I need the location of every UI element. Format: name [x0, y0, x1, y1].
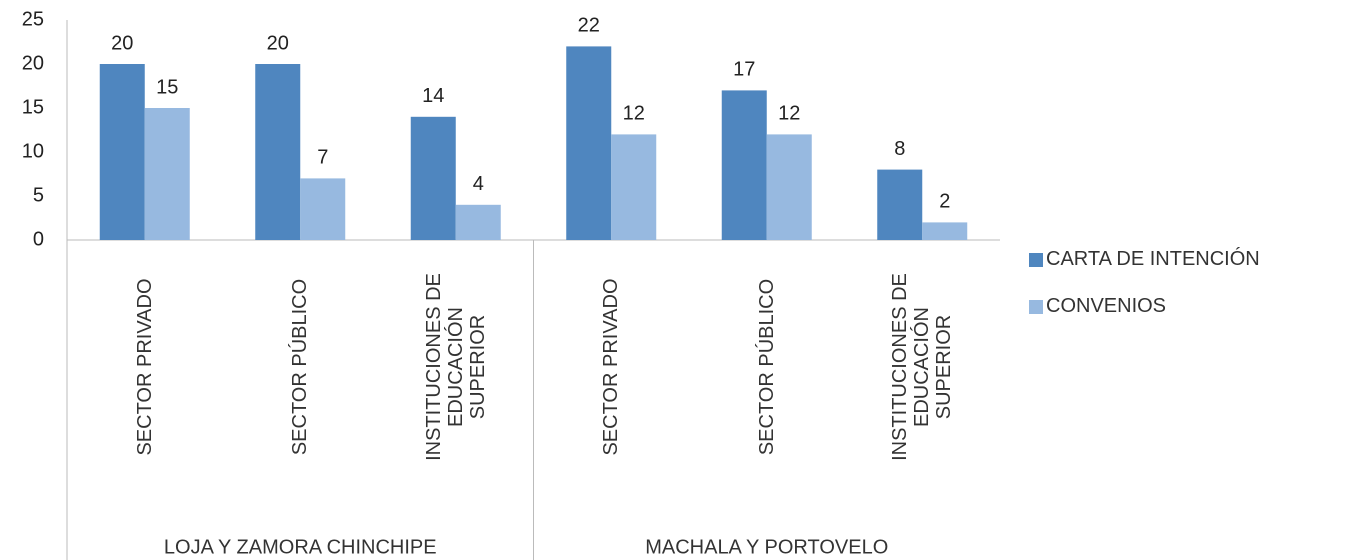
bar	[767, 134, 812, 240]
group-label: LOJA Y ZAMORA CHINCHIPE	[164, 537, 437, 560]
bar	[100, 64, 145, 240]
bar	[922, 222, 967, 240]
bar	[456, 205, 501, 240]
y-tick-label: 25	[22, 8, 44, 30]
group-label: MACHALA Y PORTOVELO	[645, 537, 888, 560]
bar	[300, 178, 345, 240]
bar	[411, 117, 456, 240]
legend-label: CARTA DE INTENCIÓN	[1046, 248, 1260, 271]
value-label: 4	[473, 173, 484, 195]
value-label: 7	[317, 147, 328, 169]
y-tick-label: 5	[33, 184, 44, 206]
bar	[877, 170, 922, 240]
x-tick-label: SECTOR PRIVADO	[134, 260, 156, 475]
x-tick-label: INSTITUCIONES DE EDUCACIÓN SUPERIOR	[423, 260, 489, 475]
value-label: 14	[422, 85, 444, 107]
value-label: 17	[733, 59, 755, 81]
chart: 0 5 10 15 20 25 20 15 20 7 14 4 22 12 17 12 8 2 LOJA Y ZA…	[0, 0, 1359, 560]
bar	[145, 108, 190, 240]
plot: 0 5 10 15 20 25 20 15 20 7 14 4 22 12 17 12 8 2	[0, 0, 1359, 560]
value-label: 12	[778, 103, 800, 125]
legend-label: CONVENIOS	[1046, 295, 1166, 318]
bar	[611, 134, 656, 240]
bar	[566, 46, 611, 240]
value-label: 20	[267, 32, 289, 54]
value-label: 22	[578, 15, 600, 37]
x-tick-label: SECTOR PÚBLICO	[756, 260, 778, 475]
legend-swatch	[1029, 253, 1043, 267]
value-label: 8	[894, 138, 905, 160]
value-label: 12	[623, 103, 645, 125]
value-label: 2	[939, 191, 950, 213]
value-label: 20	[111, 32, 133, 54]
y-tick-label: 0	[33, 228, 44, 250]
y-tick-label: 20	[22, 52, 44, 74]
x-tick-label: SECTOR PRIVADO	[600, 260, 622, 475]
y-tick-label: 15	[22, 96, 44, 118]
value-label: 15	[156, 76, 178, 98]
bar	[255, 64, 300, 240]
bar	[722, 90, 767, 240]
legend-swatch	[1029, 300, 1043, 314]
x-tick-label: SECTOR PÚBLICO	[289, 260, 311, 475]
y-tick-label: 10	[22, 140, 44, 162]
x-tick-label: INSTITUCIONES DE EDUCACIÓN SUPERIOR	[889, 260, 955, 475]
